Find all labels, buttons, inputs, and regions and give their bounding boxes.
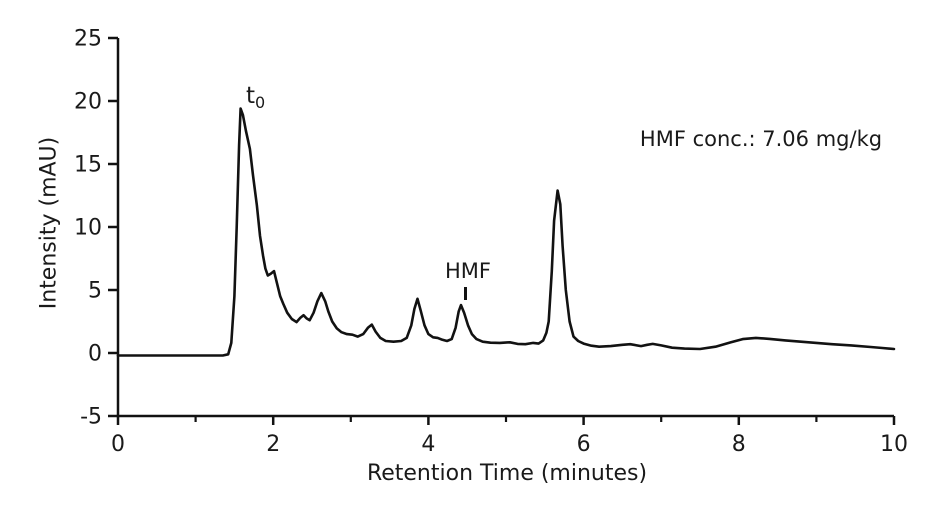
signal-trace [116, 107, 896, 357]
y-tick-label: -5 [80, 405, 102, 430]
x-tick-label: 8 [732, 432, 746, 457]
y-tick-label: 25 [74, 27, 102, 52]
t0-peak-label: t0 [246, 83, 265, 112]
x-tick-label: 0 [111, 432, 125, 457]
y-tick-label: 20 [74, 90, 102, 115]
hmf-concentration-text: HMF conc.: 7.06 mg/kg [639, 127, 883, 151]
y-tick-label: 10 [74, 216, 102, 241]
y-tick-label: 15 [74, 153, 102, 178]
t0-peak-label-subscript: 0 [255, 93, 266, 112]
hmf-peak-label: HMF [445, 259, 491, 283]
x-tick-label: 6 [577, 432, 591, 457]
x-tick-label: 4 [421, 432, 435, 457]
y-axis-title: Intensity (mAU) [36, 136, 62, 310]
x-tick-label: 2 [266, 432, 280, 457]
y-tick-label: 5 [88, 279, 102, 304]
hmf-peak-marker-line [464, 287, 467, 300]
x-axis-title: Retention Time (minutes) [366, 461, 648, 486]
y-tick-label: 0 [88, 342, 102, 367]
x-tick-label: 10 [880, 432, 908, 457]
t0-peak-label-main: t [246, 83, 256, 109]
